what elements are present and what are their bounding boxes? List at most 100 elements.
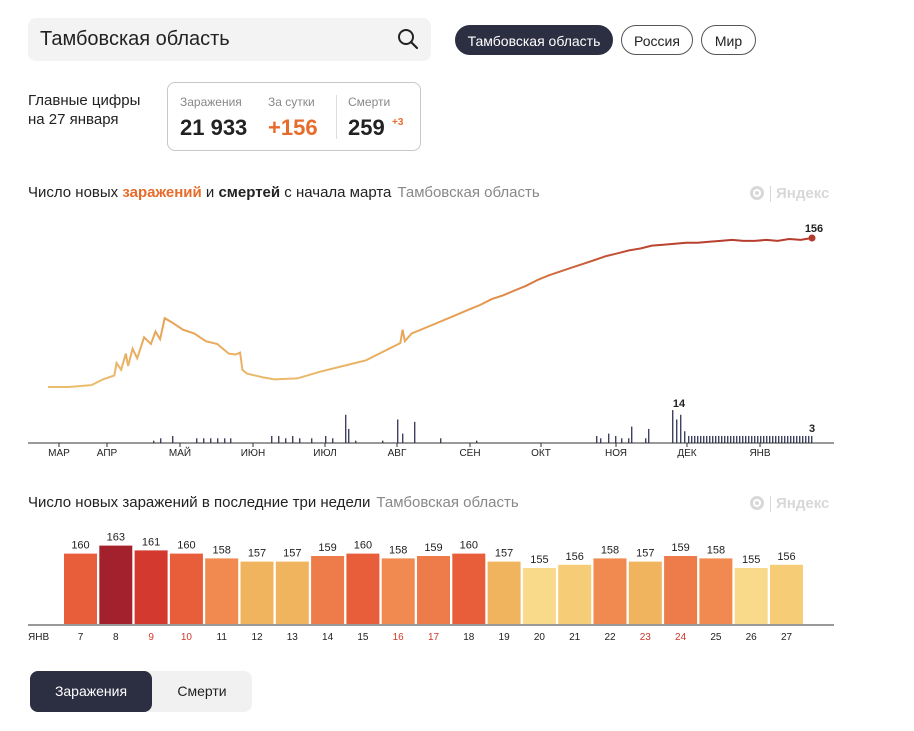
day-bar[interactable]	[628, 561, 662, 624]
search-icon[interactable]	[397, 28, 419, 50]
day-bar[interactable]	[558, 564, 592, 624]
death-bar	[210, 438, 212, 443]
death-bar	[414, 421, 416, 443]
day-bar[interactable]	[734, 568, 768, 624]
day-bar[interactable]	[64, 553, 97, 624]
day-bar[interactable]	[699, 558, 733, 624]
toggle-infections-button[interactable]: Заражения	[30, 671, 152, 712]
death-bar	[345, 414, 347, 443]
day-bar[interactable]	[417, 556, 450, 624]
day-bar[interactable]	[169, 553, 203, 624]
day-bar[interactable]	[205, 558, 239, 624]
chart2-title-text: Число новых заражений в последние три не…	[28, 494, 371, 511]
death-bar	[382, 440, 384, 443]
day-bar-value: 159	[318, 542, 336, 554]
chart1-title-infections: заражений	[122, 184, 202, 201]
day-label: 15	[357, 632, 369, 643]
metric-toggle: Заражения Смерти	[30, 671, 252, 712]
day-bar[interactable]	[99, 545, 133, 624]
day-bar[interactable]	[275, 561, 309, 624]
death-bar	[688, 435, 690, 443]
day-bar[interactable]	[346, 553, 380, 624]
death-bar	[751, 435, 753, 443]
death-bar	[680, 414, 682, 443]
infections-label: Заражения	[180, 95, 242, 109]
death-bar	[778, 435, 780, 443]
death-bar	[648, 428, 650, 443]
death-bar	[348, 428, 350, 443]
tab-world[interactable]: Мир	[701, 25, 756, 55]
deaths-label: Смерти	[348, 95, 391, 109]
death-bar	[355, 440, 357, 443]
summary-stats-card: Заражения 21 933 За сутки +156 Смерти 25…	[167, 82, 421, 151]
death-bar	[271, 435, 273, 443]
chart1-tick-label: ДЕК	[677, 448, 696, 459]
death-bar	[172, 435, 174, 443]
yandex-logo-text: Яндекс	[776, 185, 830, 202]
day-bar-value: 158	[707, 544, 725, 556]
death-bar	[763, 435, 765, 443]
day-bar-value: 157	[636, 548, 654, 560]
day-bar-value: 160	[177, 540, 195, 552]
infections-line	[48, 237, 813, 388]
death-bar	[805, 435, 807, 443]
death-bar	[730, 435, 732, 443]
yandex-logo: Яндекс	[750, 184, 834, 206]
death-bar	[203, 438, 205, 443]
day-bar[interactable]	[134, 550, 168, 624]
death-bar	[672, 410, 674, 443]
deaths-delta: +3	[392, 117, 404, 128]
death-bar	[292, 435, 294, 443]
day-bar-value: 160	[354, 540, 372, 552]
tab-russia[interactable]: Россия	[621, 25, 693, 55]
day-bar[interactable]	[770, 564, 803, 624]
day-label: 9	[148, 632, 154, 643]
death-bar	[754, 435, 756, 443]
day-bar[interactable]	[311, 556, 345, 624]
death-bar	[600, 438, 602, 443]
day-bar-value: 159	[671, 542, 689, 554]
death-bar	[784, 435, 786, 443]
region-search-box[interactable]: Тамбовская область	[28, 18, 431, 61]
day-label: 16	[393, 632, 405, 643]
summary-title-line2: на 27 января	[28, 111, 119, 128]
death-bar	[724, 435, 726, 443]
yandex-logo-2-dot-icon	[755, 501, 759, 505]
three-weeks-bars: 1607163816191601015811157121571315914160…	[64, 532, 803, 643]
chart1-tick-label: ОКТ	[531, 448, 551, 459]
death-bar	[332, 438, 334, 443]
death-bar	[691, 435, 693, 443]
day-bar[interactable]	[452, 553, 486, 624]
day-bar[interactable]	[381, 558, 415, 624]
death-bar	[748, 435, 750, 443]
toggle-deaths-button[interactable]: Смерти	[177, 683, 227, 699]
day-label: 25	[710, 632, 722, 643]
tab-tambov[interactable]: Тамбовская область	[455, 25, 613, 55]
day-label: 11	[217, 632, 228, 643]
yandex-logo-2-ring-icon	[750, 496, 764, 510]
death-bar	[781, 435, 783, 443]
day-label: 19	[499, 632, 511, 643]
death-bar	[757, 435, 759, 443]
day-bar-value: 160	[460, 540, 478, 552]
death-bar	[608, 433, 610, 443]
day-bar[interactable]	[593, 558, 627, 624]
day-bar[interactable]	[664, 556, 698, 624]
death-bar	[799, 435, 801, 443]
death-bar	[153, 440, 155, 443]
death-bar	[694, 435, 696, 443]
day-bar-value: 157	[495, 548, 513, 560]
day-label: 21	[569, 632, 581, 643]
day-bar-value: 157	[248, 548, 266, 560]
day-bar-value: 160	[71, 540, 89, 552]
day-bar[interactable]	[487, 561, 521, 624]
search-input[interactable]: Тамбовская область	[40, 28, 230, 50]
death-bar	[808, 435, 810, 443]
death-bar	[790, 435, 792, 443]
yandex-logo-2-text: Яндекс	[776, 495, 830, 512]
day-bar-value: 158	[389, 544, 407, 556]
day-bar[interactable]	[522, 568, 556, 624]
death-bar	[628, 438, 630, 443]
deaths-last-label: 3	[809, 423, 815, 435]
day-bar[interactable]	[240, 561, 274, 624]
